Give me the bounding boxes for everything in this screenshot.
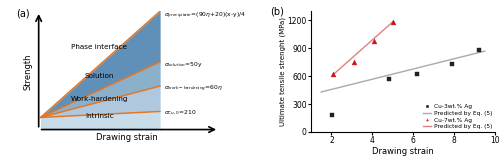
Y-axis label: Strength: Strength <box>23 53 32 90</box>
Text: (b): (b) <box>270 6 284 16</box>
Text: Solution: Solution <box>84 73 114 79</box>
Text: $\sigma_{precipitate}$=(90$\eta$+20)(x-y)/4: $\sigma_{precipitate}$=(90$\eta$+20)(x-y… <box>164 11 246 21</box>
Text: $\sigma_{Cu,0}$=210: $\sigma_{Cu,0}$=210 <box>164 109 196 117</box>
Text: $\sigma_{solution}$=50y: $\sigma_{solution}$=50y <box>164 60 202 69</box>
X-axis label: Drawing strain: Drawing strain <box>96 133 158 142</box>
Text: Work-hardening: Work-hardening <box>70 96 128 102</box>
Text: (a): (a) <box>16 9 30 19</box>
Legend: Cu-3wt.% Ag, Predicted by Eq. (5), Cu-7wt.% Ag, Predicted by Eq. (5): Cu-3wt.% Ag, Predicted by Eq. (5), Cu-7w… <box>422 104 492 129</box>
Y-axis label: Ultimate tensile strenght (MPa): Ultimate tensile strenght (MPa) <box>280 17 286 126</box>
X-axis label: Drawing strain: Drawing strain <box>372 147 434 156</box>
Text: $\sigma_{work-hardening}$=60$\eta$: $\sigma_{work-hardening}$=60$\eta$ <box>164 83 222 93</box>
Text: Intrinsic: Intrinsic <box>85 113 114 119</box>
Text: Phase interface: Phase interface <box>72 44 128 50</box>
